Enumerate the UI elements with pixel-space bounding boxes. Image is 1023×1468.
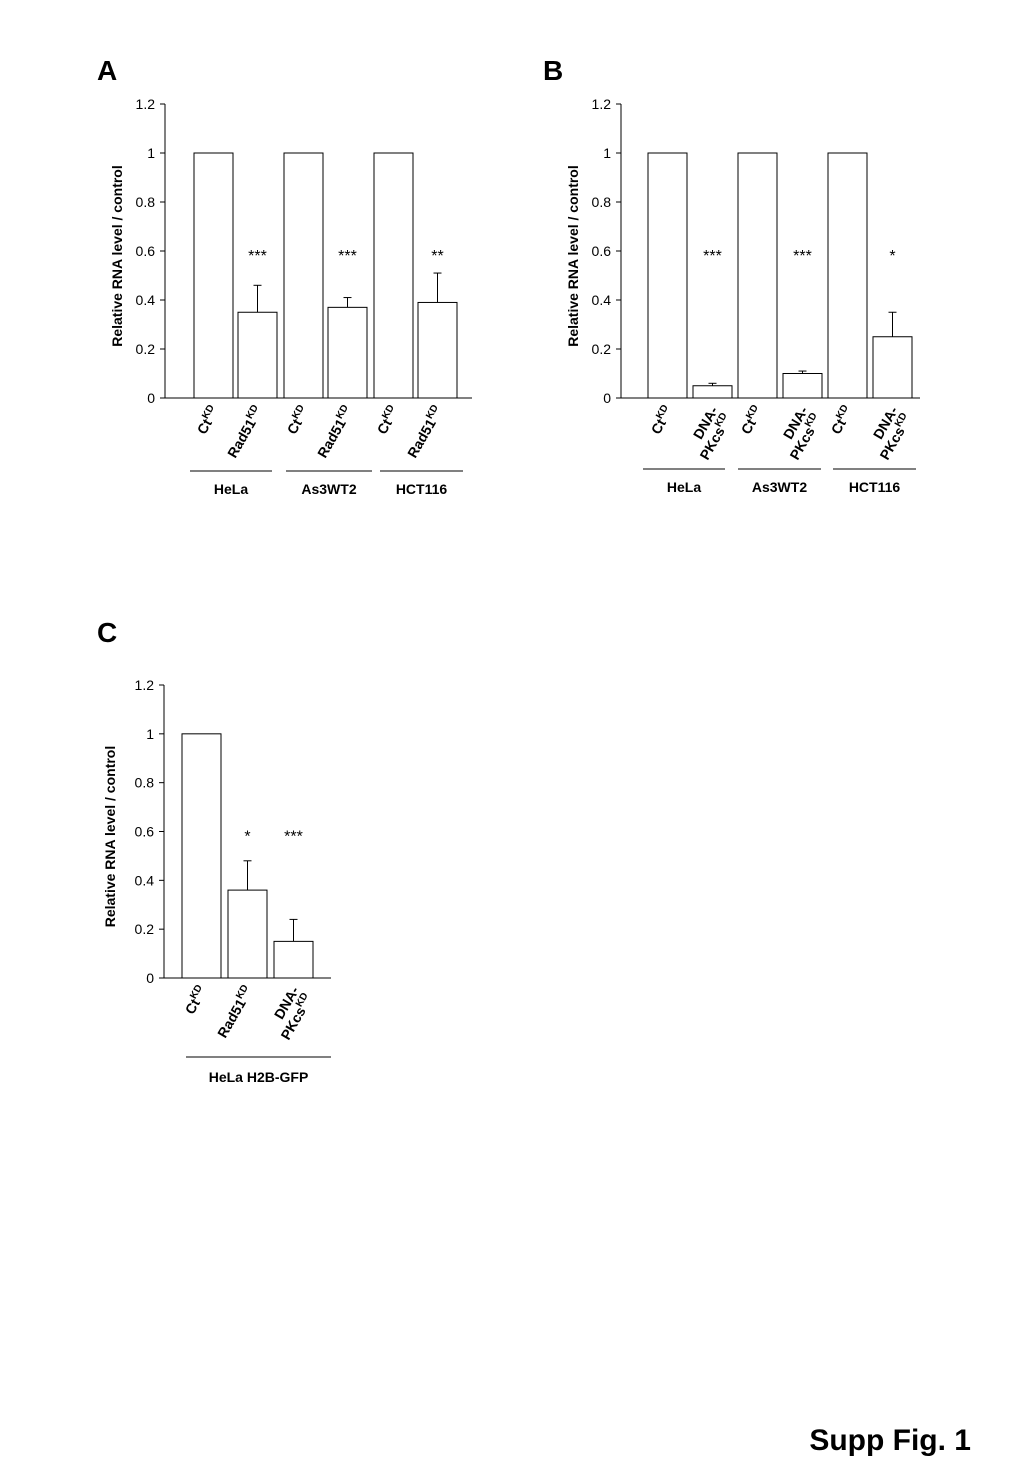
y-axis-title: Relative RNA level / control [565, 165, 581, 347]
significance-label: * [244, 828, 250, 845]
y-tick-label: 1 [146, 726, 154, 742]
y-tick-label: 0.4 [135, 872, 155, 888]
bar [283, 152, 324, 399]
category-label: Rad51KD [223, 403, 266, 460]
y-tick-label: 0.8 [136, 194, 156, 210]
category-label: CtKD [827, 403, 856, 437]
y-tick-label: 0.4 [592, 292, 612, 308]
bar [782, 373, 823, 399]
bar [237, 311, 278, 399]
bar [647, 152, 688, 399]
y-tick-label: 1 [147, 145, 155, 161]
group-label: HeLa H2B-GFP [209, 1069, 309, 1085]
category-label: DNA-PKcsKD [682, 403, 735, 462]
bar [273, 940, 314, 979]
panel-letter: C [97, 617, 117, 648]
bar [692, 385, 733, 399]
y-axis-title: Relative RNA level / control [109, 165, 125, 347]
group-label: HCT116 [396, 481, 448, 497]
significance-label: * [889, 248, 895, 265]
category-label: CtKD [181, 983, 210, 1017]
group-label: As3WT2 [301, 481, 356, 497]
category-label: DNA-PKcsKD [772, 403, 825, 462]
significance-label: ** [431, 248, 443, 265]
y-tick-label: 0.4 [136, 292, 156, 308]
y-tick-label: 0.6 [592, 243, 612, 259]
significance-label: *** [284, 828, 303, 845]
significance-label: *** [793, 248, 812, 265]
y-axis-title: Relative RNA level / control [102, 746, 118, 928]
y-tick-label: 0 [603, 390, 611, 406]
group-label: HeLa [214, 481, 248, 497]
chart-panel-b: B 0 0.2 0.4 0.6 0.8 1 1.2 Relative RNA level / c… [543, 55, 920, 495]
figure-label: Supp Fig. 1 [809, 1424, 971, 1457]
y-tick-label: 0 [146, 970, 154, 986]
bar [872, 336, 913, 399]
bar [373, 152, 414, 399]
category-label: Rad51KD [313, 403, 356, 460]
y-tick-label: 1 [603, 145, 611, 161]
bar [737, 152, 778, 399]
y-tick-label: 0.6 [136, 243, 156, 259]
y-tick-label: 1.2 [592, 96, 612, 112]
y-tick-label: 0.6 [135, 824, 155, 840]
y-tick-label: 0.2 [136, 341, 156, 357]
category-label: CtKD [193, 403, 222, 437]
bar [827, 152, 868, 399]
bar [181, 733, 222, 979]
bar [193, 152, 234, 399]
significance-label: *** [703, 248, 722, 265]
significance-label: *** [338, 248, 357, 265]
y-tick-label: 0 [147, 390, 155, 406]
bar [327, 306, 368, 399]
category-label: CtKD [737, 403, 766, 437]
y-tick-label: 1.2 [135, 677, 155, 693]
panel-letter: B [543, 55, 563, 86]
category-label: CtKD [373, 403, 402, 437]
y-tick-label: 0.2 [592, 341, 612, 357]
y-tick-label: 0.8 [592, 194, 612, 210]
group-label: HCT116 [849, 479, 901, 495]
bar [227, 889, 268, 979]
category-label: DNA-PKcsKD [263, 983, 316, 1042]
category-label: CtKD [647, 403, 676, 437]
group-label: As3WT2 [752, 479, 807, 495]
bar [417, 301, 458, 399]
group-label: HeLa [667, 479, 701, 495]
category-label: CtKD [283, 403, 312, 437]
category-label: DNA-PKcsKD [862, 403, 915, 462]
category-label: Rad51KD [403, 403, 446, 460]
chart-panel-c: C 0 0.2 0.4 0.6 0.8 1 1.2 Relative RNA level / c… [97, 617, 331, 1085]
y-tick-label: 0.2 [135, 921, 155, 937]
y-tick-label: 1.2 [136, 96, 156, 112]
y-tick-label: 0.8 [135, 775, 155, 791]
significance-label: *** [248, 248, 267, 265]
chart-panel-a: A 0 0.2 0.4 0.6 0.8 1 1.2 Relative RNA level / c… [97, 55, 472, 497]
category-label: Rad51KD [213, 983, 256, 1040]
panel-letter: A [97, 55, 117, 86]
